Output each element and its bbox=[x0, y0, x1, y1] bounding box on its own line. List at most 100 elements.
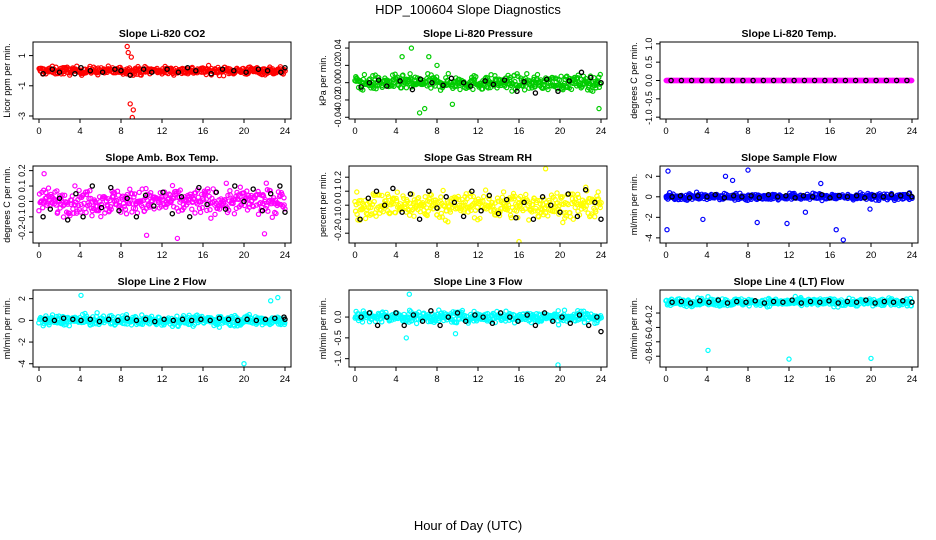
mean-point bbox=[853, 299, 860, 305]
mean-point bbox=[719, 77, 726, 84]
y-tick-label: -0.1 bbox=[333, 211, 343, 227]
data-point bbox=[98, 202, 105, 208]
mean-point bbox=[116, 207, 122, 214]
data-point bbox=[67, 212, 73, 219]
mean-point bbox=[566, 78, 572, 84]
data-point bbox=[440, 187, 446, 194]
data-point bbox=[532, 208, 538, 214]
y-tick-label: 0 bbox=[17, 318, 27, 323]
mean-point bbox=[374, 322, 381, 329]
data-point bbox=[164, 201, 170, 208]
mean-point bbox=[871, 193, 877, 199]
mean-point bbox=[451, 199, 458, 206]
mean-point bbox=[140, 66, 147, 72]
mean-point bbox=[124, 315, 130, 321]
outlier-point bbox=[174, 235, 181, 242]
data-point bbox=[373, 213, 379, 219]
data-point bbox=[60, 214, 67, 220]
data-point bbox=[559, 194, 565, 200]
mean-point bbox=[445, 314, 452, 320]
data-point bbox=[232, 196, 238, 203]
data-point bbox=[265, 208, 271, 214]
data-point bbox=[385, 193, 392, 200]
mean-point bbox=[578, 69, 585, 76]
data-point bbox=[575, 191, 581, 197]
mean-point bbox=[809, 194, 816, 200]
data-point bbox=[495, 198, 501, 204]
data-point bbox=[89, 212, 95, 219]
mean-point bbox=[495, 210, 502, 217]
mean-point bbox=[900, 298, 906, 304]
data-point bbox=[216, 324, 222, 330]
y-tick-label: -0.6 bbox=[644, 334, 654, 350]
x-tick-label: 16 bbox=[198, 126, 209, 137]
data-point bbox=[394, 189, 400, 195]
x-tick-label: 16 bbox=[825, 250, 836, 261]
panel-title: Slope Li-820 Temp. bbox=[742, 28, 837, 40]
mean-point bbox=[56, 69, 63, 75]
data-point bbox=[376, 192, 382, 198]
mean-point bbox=[669, 194, 675, 200]
data-point bbox=[582, 206, 588, 212]
mean-point bbox=[98, 204, 105, 211]
mean-point bbox=[407, 191, 414, 197]
data-point bbox=[379, 319, 385, 325]
data-point bbox=[366, 205, 372, 211]
mean-point bbox=[770, 298, 777, 305]
mean-point bbox=[40, 214, 46, 220]
data-point bbox=[169, 182, 176, 189]
mean-point bbox=[582, 187, 589, 193]
x-tick-label: 0 bbox=[36, 126, 41, 137]
data-point bbox=[43, 194, 50, 201]
figure-title: HDP_100604 Slope Diagnostics bbox=[375, 2, 561, 17]
mean-point bbox=[770, 77, 777, 84]
mean-point bbox=[70, 316, 76, 323]
y-tick-label: -2 bbox=[644, 213, 654, 221]
y-tick-label: 0.2 bbox=[333, 171, 343, 184]
data-point bbox=[114, 197, 120, 204]
x-tick-label: 20 bbox=[239, 126, 250, 137]
data-point bbox=[55, 209, 61, 215]
x-tick-label: 0 bbox=[352, 250, 357, 261]
plot-frame bbox=[348, 289, 608, 368]
x-tick-label: 8 bbox=[118, 126, 123, 137]
y-tick-label: 0.0 bbox=[17, 195, 27, 208]
y-tick-label: 0.02 bbox=[333, 57, 343, 75]
raw-series bbox=[36, 43, 288, 119]
mean-point bbox=[357, 216, 363, 222]
data-point bbox=[590, 88, 596, 94]
x-tick-label: 24 bbox=[596, 250, 607, 261]
panel-ylabel: degrees C per min. bbox=[2, 166, 12, 243]
mean-point bbox=[231, 67, 237, 74]
data-point bbox=[197, 209, 204, 216]
data-point bbox=[592, 213, 598, 220]
data-point bbox=[203, 196, 209, 202]
data-point bbox=[524, 70, 530, 77]
y-tick-label: 0.0 bbox=[333, 199, 343, 212]
x-tick-label: 0 bbox=[352, 374, 357, 385]
mean-point bbox=[842, 77, 849, 84]
outlier-point bbox=[124, 43, 130, 50]
mean-point bbox=[800, 193, 807, 199]
mean-point bbox=[272, 315, 278, 321]
data-point bbox=[237, 184, 243, 190]
data-point bbox=[522, 206, 528, 212]
panel-title: Slope Line 4 (LT) Flow bbox=[734, 276, 845, 288]
mean-point bbox=[366, 79, 373, 86]
mean-point bbox=[822, 77, 828, 84]
mean-point bbox=[96, 318, 103, 325]
y-tick-label: -1.0 bbox=[333, 351, 343, 367]
mean-point bbox=[688, 77, 695, 84]
mean-point bbox=[863, 77, 869, 84]
mean-point bbox=[909, 299, 915, 305]
x-tick-label: 12 bbox=[473, 250, 484, 261]
mean-point bbox=[565, 191, 571, 197]
data-point bbox=[200, 197, 207, 203]
data-point bbox=[88, 205, 94, 211]
outlier-point bbox=[840, 237, 847, 243]
outlier-point bbox=[555, 362, 561, 367]
data-point bbox=[596, 84, 603, 91]
mean-point bbox=[416, 216, 423, 222]
mean-point bbox=[428, 308, 434, 314]
